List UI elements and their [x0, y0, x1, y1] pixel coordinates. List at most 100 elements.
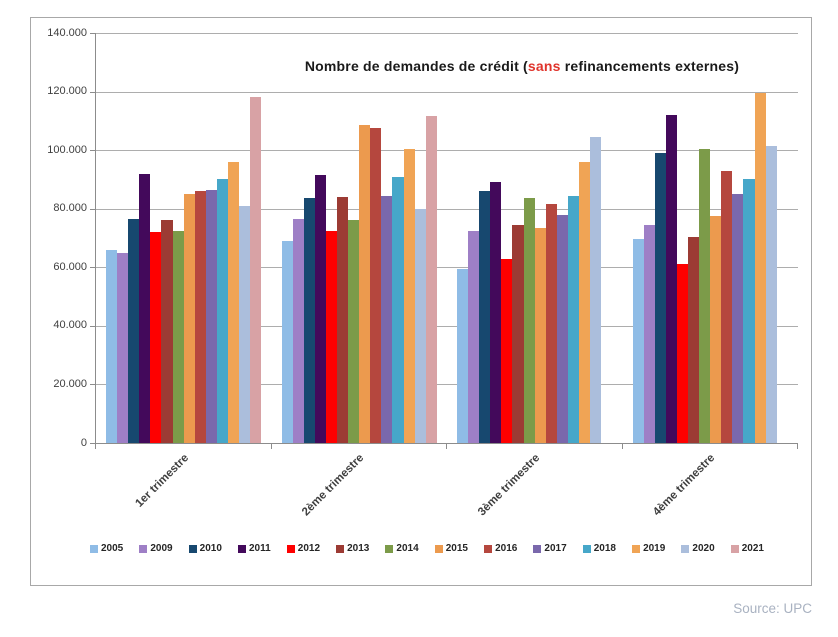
bar-2020-q3 [590, 136, 602, 443]
legend-label: 2020 [692, 543, 715, 554]
chart-title: Nombre de demandes de crédit (sans refin… [171, 58, 838, 74]
bar-2011-q1 [139, 173, 151, 443]
y-axis-tick [90, 91, 95, 93]
bar-2009-q3 [468, 230, 480, 443]
legend-item-2015: 2015 [434, 543, 468, 554]
y-axis-tick [90, 443, 95, 444]
legend-item-2009: 2009 [139, 543, 173, 554]
y-axis-tick [90, 325, 95, 327]
legend-label: 2005 [101, 543, 124, 554]
bar-2020-q4 [765, 145, 777, 443]
y-axis-tick [90, 208, 95, 210]
plot-area [95, 33, 798, 444]
legend-label: 2021 [741, 543, 764, 554]
bar-2013-q1 [161, 220, 173, 443]
legend-label: 2018 [593, 543, 616, 554]
bar-2005-q3 [457, 268, 469, 443]
bar-2015-q1 [183, 194, 195, 443]
chart-title-part2: refinancements externes) [560, 58, 740, 74]
legend-label: 2010 [199, 543, 222, 554]
bar-2011-q3 [490, 182, 502, 443]
bar-2019-q4 [754, 93, 766, 443]
legend-label: 2016 [495, 543, 518, 554]
gridline [96, 208, 798, 210]
gridline [96, 267, 798, 269]
bar-2005-q4 [632, 239, 644, 443]
y-axis-tick [90, 33, 95, 34]
legend-item-2014: 2014 [385, 543, 419, 554]
bar-2010-q1 [128, 218, 140, 443]
bar-2015-q3 [534, 227, 546, 443]
bar-2019-q3 [579, 161, 591, 443]
bar-2018-q3 [567, 195, 580, 443]
bar-2012-q1 [150, 232, 162, 443]
bar-2005-q1 [106, 249, 118, 443]
x-axis-tick [270, 444, 272, 449]
bar-2012-q3 [501, 258, 513, 443]
y-axis-label: 20.000 [53, 377, 87, 390]
bar-2017-q2 [381, 195, 393, 443]
gridline [96, 384, 798, 386]
legend-label: 2013 [347, 543, 370, 554]
legend-label: 2009 [150, 543, 173, 554]
bar-2011-q2 [314, 175, 326, 443]
bar-2015-q2 [359, 125, 371, 443]
bar-group-3 [457, 33, 613, 443]
gridline [96, 325, 798, 327]
bar-2009-q2 [292, 218, 304, 443]
bar-2019-q1 [228, 161, 240, 443]
bar-2010-q3 [479, 191, 491, 443]
bar-2021-q2 [425, 116, 437, 443]
y-axis-label: 60.000 [53, 260, 87, 273]
bar-2014-q4 [699, 148, 711, 443]
legend-swatch [533, 544, 542, 553]
legend-label: 2015 [445, 543, 468, 554]
bar-2012-q2 [325, 230, 337, 443]
bar-2011-q4 [665, 115, 677, 443]
legend-swatch [139, 544, 148, 553]
y-axis-label: 0 [80, 436, 87, 449]
legend-item-2020: 2020 [681, 543, 715, 554]
legend-item-2010: 2010 [188, 543, 222, 554]
bar-2017-q3 [556, 214, 568, 443]
bar-2016-q1 [194, 191, 206, 443]
y-axis-label: 140.000 [47, 26, 87, 39]
legend-swatch [484, 544, 493, 553]
bar-2009-q1 [117, 252, 129, 443]
x-axis-tick [621, 444, 623, 449]
chart-title-part1: Nombre de demandes de crédit ( [304, 58, 528, 74]
bar-group-1 [106, 33, 262, 443]
legend-item-2005: 2005 [90, 543, 123, 554]
bar-2009-q4 [643, 224, 655, 443]
legend-swatch [188, 544, 197, 553]
bar-2005-q2 [281, 240, 293, 443]
legend: 2005 2009 2010 2011 2012 2013 2014 2015 2016 2017… [90, 543, 764, 554]
y-axis-tick [90, 150, 95, 152]
legend-item-2011: 2011 [237, 543, 271, 554]
bar-2018-q2 [392, 176, 404, 443]
bar-group-2 [281, 33, 438, 443]
gridline [96, 33, 798, 34]
bar-2014-q2 [348, 220, 360, 443]
bar-2018-q1 [216, 179, 229, 443]
legend-item-2017: 2017 [533, 543, 567, 554]
bar-2013-q2 [336, 197, 349, 443]
bar-2010-q2 [303, 198, 315, 443]
gridline [96, 91, 798, 93]
bar-2014-q3 [523, 198, 535, 443]
y-axis-label: 100.000 [47, 143, 87, 156]
bar-2021-q1 [250, 97, 262, 443]
y-axis-label: 80.000 [53, 202, 87, 215]
chart-title-highlight: sans [527, 58, 561, 74]
bar-2017-q4 [732, 194, 744, 443]
bar-2014-q1 [172, 230, 184, 443]
y-axis-label: 120.000 [47, 85, 87, 98]
bar-2019-q2 [403, 148, 415, 443]
bar-2016-q2 [370, 128, 382, 443]
legend-swatch [286, 544, 295, 553]
bar-2016-q3 [545, 204, 557, 443]
legend-item-2018: 2018 [582, 543, 616, 554]
legend-swatch [336, 544, 345, 553]
legend-label: 2014 [396, 543, 419, 554]
